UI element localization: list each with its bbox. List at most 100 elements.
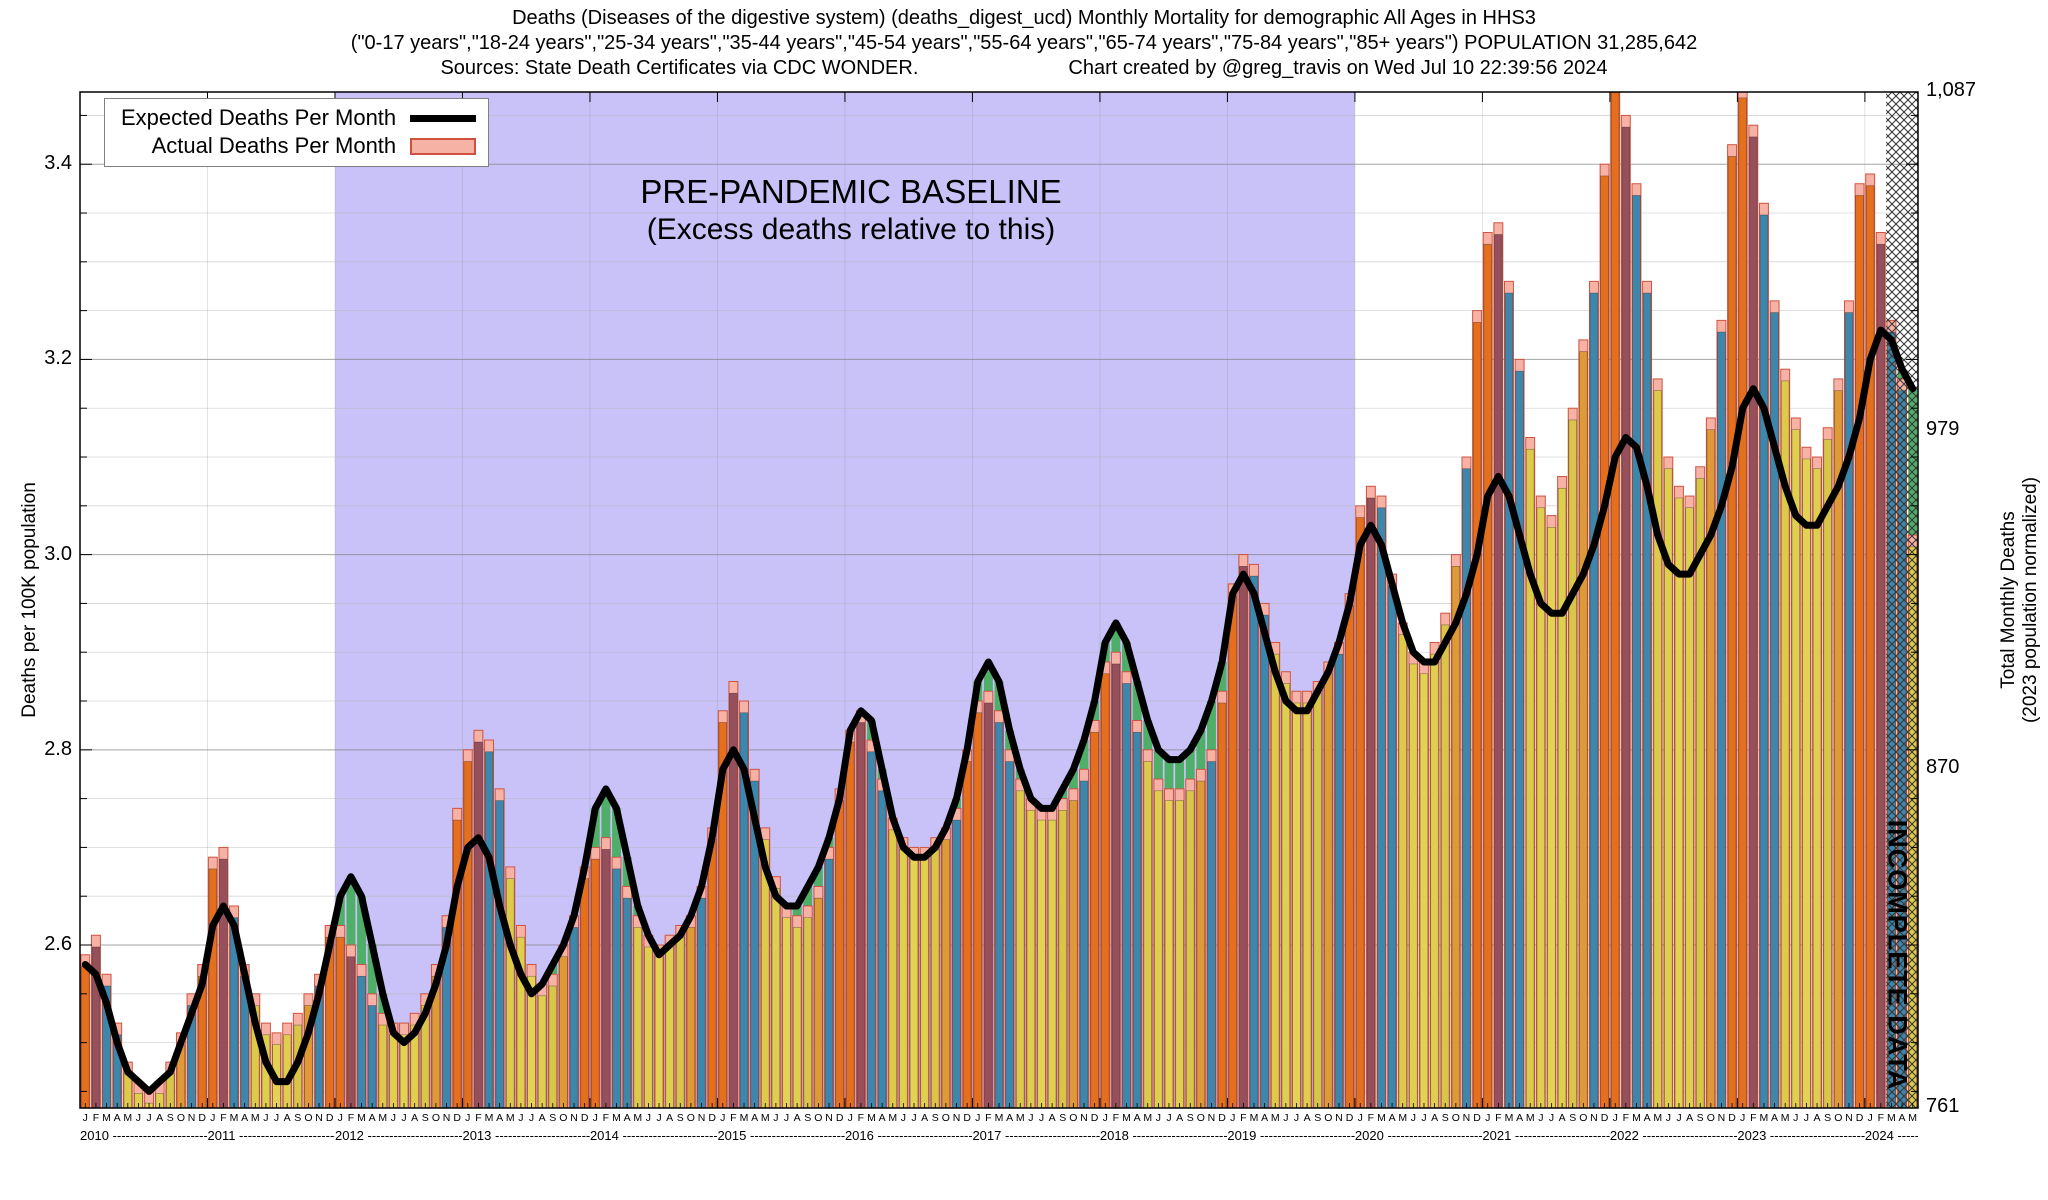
month-bar bbox=[1058, 810, 1067, 1109]
month-bar bbox=[1504, 292, 1514, 1109]
month-bar bbox=[1037, 819, 1046, 1109]
month-bar bbox=[1855, 195, 1864, 1109]
month-bar bbox=[633, 927, 642, 1109]
month-bar bbox=[941, 839, 951, 1109]
month-bar bbox=[856, 722, 866, 1109]
month-bar bbox=[1356, 517, 1365, 1109]
month-bar bbox=[888, 829, 897, 1109]
month-bar bbox=[1217, 702, 1227, 1109]
month-bar bbox=[474, 741, 483, 1109]
month-bar bbox=[1844, 312, 1854, 1109]
month-bar bbox=[1791, 429, 1800, 1109]
month-bar bbox=[1589, 292, 1599, 1109]
month-bar bbox=[1111, 663, 1121, 1109]
month-bar bbox=[1472, 322, 1482, 1109]
month-bar bbox=[1738, 97, 1747, 1109]
month-bar bbox=[1228, 595, 1237, 1109]
month-bar bbox=[219, 858, 228, 1109]
month-bar bbox=[1271, 653, 1280, 1109]
month-bar bbox=[1579, 351, 1588, 1109]
month-bar bbox=[357, 975, 366, 1109]
month-bar bbox=[1526, 448, 1535, 1109]
month-bar bbox=[1812, 468, 1822, 1109]
month-bar bbox=[1079, 780, 1089, 1109]
y2-axis-label-line2: (2023 population normalized) bbox=[2020, 476, 2041, 724]
month-bar bbox=[1557, 487, 1567, 1109]
month-bar bbox=[336, 936, 345, 1109]
month-bar bbox=[1409, 663, 1418, 1109]
month-bar bbox=[591, 858, 600, 1109]
month-bar bbox=[771, 888, 781, 1109]
month-bar bbox=[665, 946, 674, 1109]
month-bar bbox=[1600, 175, 1609, 1109]
month-bar bbox=[1802, 458, 1811, 1109]
month-bar bbox=[1324, 673, 1333, 1109]
baseline-annotation-title: PRE-PANDEMIC BASELINE bbox=[640, 173, 1062, 210]
month-bar bbox=[1005, 761, 1014, 1109]
month-bar bbox=[1727, 156, 1737, 1109]
month-bar bbox=[676, 936, 685, 1109]
month-bar bbox=[506, 878, 515, 1109]
month-bar bbox=[1196, 780, 1206, 1109]
month-bar bbox=[1101, 673, 1110, 1109]
legend: Expected Deaths Per Month Actual Deaths … bbox=[104, 98, 490, 167]
month-bar bbox=[484, 751, 494, 1109]
month-bar bbox=[1239, 566, 1248, 1109]
legend-actual-label: Actual Deaths Per Month bbox=[151, 133, 397, 158]
month-bar bbox=[920, 858, 929, 1109]
month-bar bbox=[1451, 566, 1461, 1109]
month-bar bbox=[1292, 702, 1301, 1109]
month-bar bbox=[814, 897, 823, 1109]
expected-line bbox=[81, 326, 1917, 1095]
month-bar bbox=[994, 722, 1004, 1109]
month-bar bbox=[962, 761, 972, 1109]
month-bar bbox=[389, 1034, 398, 1109]
month-bar bbox=[548, 985, 557, 1109]
month-bar bbox=[1387, 585, 1397, 1109]
month-bar bbox=[877, 790, 887, 1109]
month-bar bbox=[1090, 731, 1099, 1109]
month-bar bbox=[1674, 497, 1684, 1109]
month-bar bbox=[463, 761, 472, 1109]
month-bar bbox=[1515, 370, 1524, 1109]
month-bar bbox=[1632, 195, 1641, 1109]
chart-credit: Chart created by @greg_travis on Wed Jul… bbox=[1068, 57, 1608, 79]
month-bar bbox=[1621, 126, 1630, 1109]
month-bar bbox=[952, 819, 961, 1109]
month-bar bbox=[644, 946, 653, 1109]
month-bar bbox=[1186, 790, 1195, 1109]
incomplete-data-label: INCOMPLETE DATA bbox=[1882, 819, 1913, 1091]
chart-title: Deaths (Diseases of the digestive system… bbox=[512, 7, 1536, 29]
month-bar bbox=[1653, 390, 1662, 1109]
month-bar bbox=[931, 849, 940, 1109]
month-bar bbox=[1717, 331, 1726, 1109]
month-bar bbox=[1345, 605, 1354, 1109]
month-bar bbox=[899, 849, 908, 1109]
month-bar bbox=[622, 897, 632, 1109]
legend-expected-label: Expected Deaths Per Month bbox=[121, 105, 397, 130]
month-bar bbox=[973, 712, 982, 1109]
actual-bar-swatch bbox=[410, 137, 477, 155]
month-bar bbox=[1302, 702, 1312, 1109]
month-bar bbox=[1759, 214, 1769, 1109]
month-bar bbox=[697, 897, 706, 1109]
expected-line-swatch bbox=[410, 114, 477, 122]
month-bar bbox=[1334, 653, 1344, 1109]
month-bar bbox=[1249, 575, 1259, 1109]
baseline-annotation-subtitle: (Excess deaths relative to this) bbox=[646, 213, 1056, 246]
month-bar bbox=[1685, 507, 1694, 1109]
month-bar bbox=[612, 868, 621, 1109]
month-bar bbox=[792, 927, 802, 1109]
month-bar bbox=[1749, 136, 1758, 1109]
month-bar bbox=[569, 927, 579, 1109]
month-bar bbox=[1366, 497, 1376, 1109]
month-bar bbox=[1866, 185, 1875, 1109]
month-bar bbox=[1430, 653, 1439, 1109]
month-bar bbox=[1281, 683, 1291, 1109]
month-bar bbox=[1441, 624, 1450, 1109]
baseline-annotation: PRE-PANDEMIC BASELINE (Excess deaths rel… bbox=[546, 172, 1156, 248]
month-bar bbox=[537, 995, 547, 1109]
month-bar bbox=[1047, 819, 1057, 1109]
month-bar bbox=[346, 956, 356, 1109]
